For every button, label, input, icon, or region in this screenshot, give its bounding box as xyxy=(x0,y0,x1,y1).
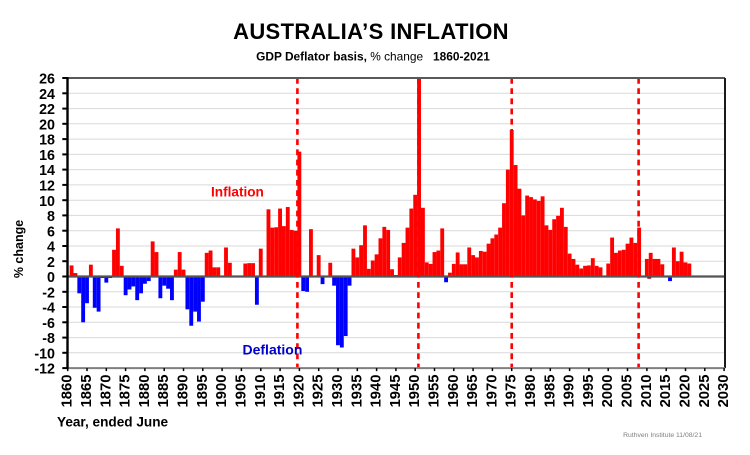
svg-text:8: 8 xyxy=(47,209,55,225)
svg-text:18: 18 xyxy=(39,133,55,149)
svg-text:22: 22 xyxy=(39,102,55,118)
svg-text:12: 12 xyxy=(39,179,55,195)
svg-text:16: 16 xyxy=(39,148,55,164)
svg-text:1955: 1955 xyxy=(427,375,443,408)
svg-text:-6: -6 xyxy=(42,316,55,332)
svg-text:1985: 1985 xyxy=(542,375,558,408)
svg-text:1880: 1880 xyxy=(137,375,153,408)
svg-text:1920: 1920 xyxy=(291,375,307,408)
svg-text:10: 10 xyxy=(39,194,55,210)
svg-text:-4: -4 xyxy=(42,301,55,317)
svg-text:2: 2 xyxy=(47,255,55,271)
svg-text:2015: 2015 xyxy=(658,375,674,408)
svg-text:1875: 1875 xyxy=(118,375,134,408)
svg-text:-12: -12 xyxy=(34,362,55,378)
svg-text:20: 20 xyxy=(39,117,55,133)
svg-text:1950: 1950 xyxy=(407,375,423,408)
svg-text:1930: 1930 xyxy=(330,375,346,408)
svg-text:1900: 1900 xyxy=(214,375,230,408)
svg-text:1925: 1925 xyxy=(311,375,327,408)
svg-text:1870: 1870 xyxy=(98,375,114,408)
svg-text:1970: 1970 xyxy=(484,375,500,408)
svg-text:24: 24 xyxy=(39,87,55,103)
svg-text:1905: 1905 xyxy=(233,375,249,408)
svg-text:1890: 1890 xyxy=(176,375,192,408)
svg-text:6: 6 xyxy=(47,224,55,240)
svg-text:1990: 1990 xyxy=(562,375,578,408)
svg-text:1945: 1945 xyxy=(388,375,404,408)
svg-text:1865: 1865 xyxy=(79,375,95,408)
svg-text:26: 26 xyxy=(39,72,55,88)
svg-text:1860: 1860 xyxy=(60,375,76,408)
svg-text:1910: 1910 xyxy=(253,375,269,408)
svg-text:-10: -10 xyxy=(34,346,55,362)
svg-text:1975: 1975 xyxy=(504,375,520,408)
svg-text:2030: 2030 xyxy=(716,375,732,408)
svg-text:4: 4 xyxy=(47,240,55,256)
svg-text:-2: -2 xyxy=(42,285,55,301)
svg-text:1960: 1960 xyxy=(446,375,462,408)
svg-text:1995: 1995 xyxy=(581,375,597,408)
svg-text:Deflation: Deflation xyxy=(243,342,303,358)
svg-text:1895: 1895 xyxy=(195,375,211,408)
svg-text:14: 14 xyxy=(39,163,55,179)
svg-text:2025: 2025 xyxy=(697,375,713,408)
svg-text:1965: 1965 xyxy=(465,375,481,408)
svg-text:1885: 1885 xyxy=(156,375,172,408)
svg-text:Year, ended June: Year, ended June xyxy=(57,415,169,430)
svg-text:2005: 2005 xyxy=(620,375,636,408)
svg-text:Inflation: Inflation xyxy=(211,185,264,200)
svg-text:1940: 1940 xyxy=(369,375,385,408)
svg-text:2010: 2010 xyxy=(639,375,655,408)
svg-text:1980: 1980 xyxy=(523,375,539,408)
svg-text:GDP Deflator basis, % change: GDP Deflator basis, % change 1860-2021 xyxy=(256,50,490,64)
svg-text:-8: -8 xyxy=(42,331,55,347)
svg-text:Ruthven Institute 11/08/21: Ruthven Institute 11/08/21 xyxy=(623,432,702,439)
svg-text:2020: 2020 xyxy=(678,375,694,408)
svg-text:2000: 2000 xyxy=(600,375,616,408)
svg-text:1915: 1915 xyxy=(272,375,288,408)
svg-text:1935: 1935 xyxy=(349,375,365,408)
svg-text:% change: % change xyxy=(12,220,26,278)
svg-text:AUSTRALIA’S INFLATION: AUSTRALIA’S INFLATION xyxy=(233,19,509,44)
svg-text:0: 0 xyxy=(47,270,55,286)
